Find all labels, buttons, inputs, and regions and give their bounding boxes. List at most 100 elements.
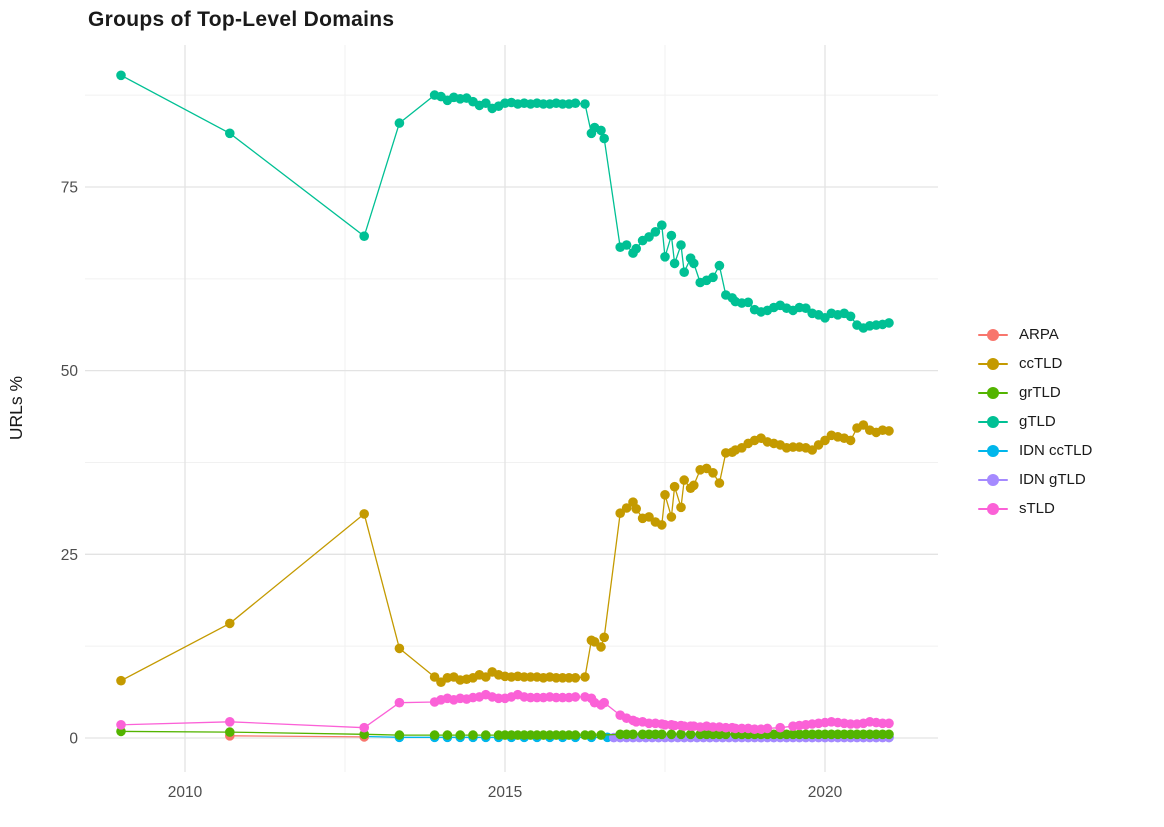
series-stld-point — [884, 718, 894, 729]
x-tick-label: 2010 — [168, 784, 203, 801]
legend-key-icon — [978, 386, 1008, 399]
series-grtld-point — [657, 729, 667, 740]
series-gtld-point — [116, 70, 126, 81]
series-grtld-point — [442, 730, 453, 740]
legend-key-icon — [978, 328, 1008, 341]
legend-item-gtld: gTLD — [978, 407, 1092, 436]
series-gtld-point — [596, 125, 606, 136]
series-grtld-point — [359, 729, 370, 740]
series-cctld-point — [589, 637, 600, 647]
series-gtld-point — [225, 128, 235, 139]
series-gtld-point — [481, 98, 491, 108]
legend-item-arpa: ARPA — [978, 320, 1092, 349]
series-cctld-point — [820, 435, 830, 446]
legend-label: gTLD — [1019, 413, 1056, 430]
series-cctld-point — [666, 512, 677, 522]
series-grtld-point — [884, 729, 894, 740]
axis-labels: 0 25 50 75 2010 2015 2020 — [61, 179, 843, 801]
series-cctld-point — [858, 420, 869, 430]
legend-label: ccTLD — [1019, 355, 1063, 372]
series-gtld-point — [650, 227, 661, 237]
series-grtld-point — [570, 730, 581, 740]
series-gtld-point — [359, 231, 370, 241]
series-gtld-point — [845, 311, 856, 322]
series-grtld-point — [586, 730, 597, 740]
series-grtld — [116, 726, 894, 740]
chart-title: Groups of Top-Level Domains — [88, 8, 395, 31]
series-cctld — [116, 420, 894, 687]
series-gtld-point — [801, 303, 811, 314]
series-gtld-point — [621, 240, 632, 250]
series-gtld-point — [708, 272, 718, 283]
x-tick-label: 2015 — [488, 784, 522, 801]
series-grtld-point — [225, 727, 235, 737]
y-tick-label: 50 — [61, 363, 79, 380]
series-cctld-point — [580, 672, 590, 682]
y-tick-label: 75 — [61, 179, 78, 196]
series-cctld-point — [660, 490, 670, 500]
series-cctld-point — [225, 618, 235, 629]
legend-item-stld: sTLD — [978, 494, 1092, 523]
series-cctld-point — [679, 475, 689, 485]
series-stld-point — [762, 723, 773, 734]
series-cctld-point — [570, 673, 581, 683]
series-cctld-point — [615, 508, 625, 518]
series-cctld-point — [394, 643, 405, 654]
series-gtld-point — [666, 230, 677, 241]
chart-legend: ARPA ccTLD grTLD gTLD IDN ccTLD IDN gTLD sTLD — [978, 320, 1092, 523]
legend-key-icon — [978, 357, 1008, 370]
series-cctld-point — [599, 632, 609, 643]
series-grtld-point — [455, 730, 466, 740]
series-cctld-point — [596, 642, 606, 652]
series-cctld-point — [676, 502, 686, 513]
series-stld-point — [225, 717, 235, 727]
legend-item-idn-gtld: IDN gTLD — [978, 465, 1092, 494]
series-gtld-point — [679, 267, 689, 278]
series-cctld-point — [807, 445, 817, 455]
series-stld-point — [570, 692, 581, 702]
series-gtld-point — [570, 98, 581, 108]
series-cctld-point — [657, 520, 667, 530]
series-cctld-point — [429, 672, 440, 682]
series-gtld-point — [714, 260, 725, 271]
series-gtld-point — [644, 232, 654, 242]
series-grtld-point — [666, 729, 677, 740]
series-cctld-point — [631, 504, 641, 514]
series-gtld-point — [394, 118, 405, 128]
series-cctld-point — [116, 675, 126, 686]
series-stld-point — [599, 697, 609, 708]
series-gtld-point — [884, 318, 894, 328]
legend-key-icon — [978, 444, 1008, 457]
series-gtld-point — [599, 133, 609, 144]
series-gtld — [116, 70, 894, 333]
series-grtld-point — [676, 729, 686, 740]
series-gtld-point — [743, 297, 753, 308]
series-cctld-point — [669, 481, 680, 492]
legend-key-icon — [978, 415, 1008, 428]
y-tick-label: 0 — [69, 731, 78, 748]
series-grtld-point — [468, 730, 478, 740]
x-tick-label: 2020 — [808, 784, 843, 801]
series-gtld-point — [669, 258, 680, 269]
series-stld — [116, 689, 894, 734]
series-grtld-point — [481, 730, 491, 740]
legend-label: sTLD — [1019, 500, 1055, 517]
series-cctld-point — [884, 426, 894, 436]
legend-label: IDN gTLD — [1019, 471, 1086, 488]
series-cctld-point — [481, 672, 491, 682]
y-tick-label: 25 — [61, 547, 78, 564]
legend-label: IDN ccTLD — [1019, 442, 1093, 459]
series-grtld-point — [596, 730, 606, 740]
series-grtld-point — [628, 729, 638, 740]
series-cctld-point — [644, 512, 654, 522]
series-cctld-point — [621, 503, 632, 513]
legend-key-icon — [978, 473, 1008, 486]
series-arpa-line — [229, 735, 365, 738]
series-gtld-point — [689, 258, 699, 269]
legend-item-idn-cctld: IDN ccTLD — [978, 436, 1092, 465]
series-gtld-point — [580, 99, 590, 109]
series-cctld-point — [689, 480, 699, 491]
series-cctld-point — [708, 468, 718, 478]
series-stld-point — [775, 722, 785, 733]
